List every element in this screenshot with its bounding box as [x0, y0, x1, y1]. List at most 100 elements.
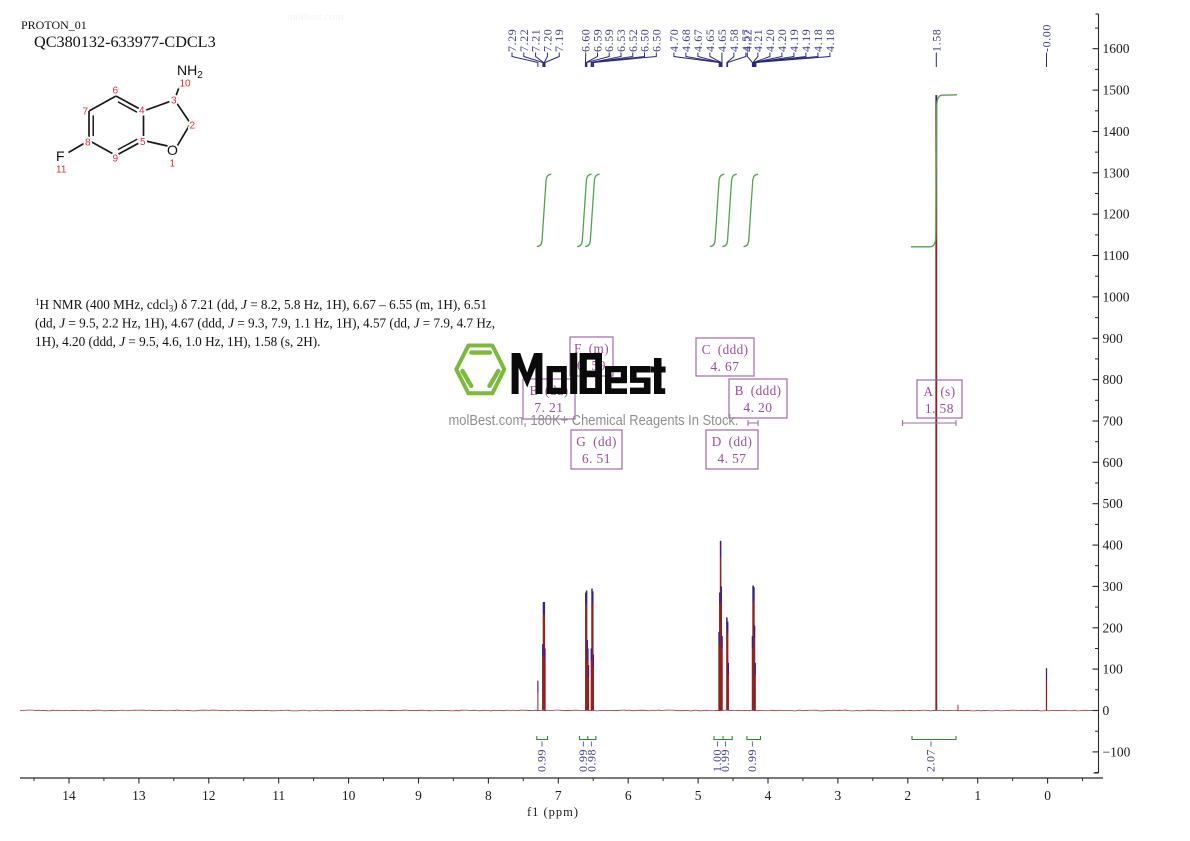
- svg-text:9: 9: [113, 154, 119, 165]
- svg-text:7: 7: [555, 788, 562, 803]
- svg-text:500: 500: [1103, 496, 1124, 511]
- svg-text:4.19: 4.19: [799, 29, 813, 52]
- svg-text:B (ddd): B (ddd): [735, 383, 782, 398]
- svg-text:1.00: 1.00: [710, 749, 724, 772]
- svg-text:molbest.com: molbest.com: [287, 11, 344, 23]
- svg-text:4.18: 4.18: [823, 29, 837, 52]
- svg-text:4.21: 4.21: [751, 29, 765, 52]
- svg-text:10: 10: [342, 788, 356, 803]
- svg-text:6.53: 6.53: [614, 29, 628, 52]
- svg-text:9: 9: [415, 788, 422, 803]
- svg-text:4.20: 4.20: [775, 29, 789, 52]
- svg-text:(dd, J = 9.5, 2.2 Hz, 1H), 4.6: (dd, J = 9.5, 2.2 Hz, 1H), 4.67 (ddd, J …: [35, 316, 495, 331]
- svg-text:1: 1: [170, 159, 176, 170]
- svg-text:2: 2: [904, 788, 911, 803]
- svg-text:1400: 1400: [1103, 124, 1130, 139]
- svg-text:QC380132-633977-CDCL3: QC380132-633977-CDCL3: [34, 33, 216, 51]
- svg-text:6.60: 6.60: [579, 29, 593, 52]
- svg-text:1.58: 1.58: [929, 29, 943, 52]
- svg-text:4.65: 4.65: [703, 29, 717, 52]
- svg-text:4.70: 4.70: [667, 29, 681, 52]
- svg-text:1H NMR (400 MHz, cdcl3) δ 7.21: 1H NMR (400 MHz, cdcl3) δ 7.21 (dd, J = …: [35, 297, 487, 314]
- svg-text:11: 11: [272, 788, 285, 803]
- svg-text:0.99: 0.99: [718, 749, 732, 772]
- svg-text:6.52: 6.52: [626, 29, 640, 52]
- svg-text:100: 100: [1103, 662, 1124, 677]
- svg-text:4. 20: 4. 20: [743, 400, 772, 415]
- svg-text:4.58: 4.58: [727, 29, 741, 52]
- svg-text:2.07: 2.07: [924, 749, 938, 772]
- svg-text:7: 7: [83, 107, 89, 118]
- svg-text:2: 2: [190, 121, 196, 132]
- svg-text:7.21: 7.21: [529, 29, 543, 52]
- svg-text:-0.00: -0.00: [1040, 24, 1054, 52]
- svg-text:1H), 4.20 (ddd, J = 9.5, 4.6,: 1H), 4.20 (ddd, J = 9.5, 4.6, 1.0 Hz, 1H…: [35, 334, 320, 349]
- svg-text:0: 0: [1044, 788, 1051, 803]
- svg-text:14: 14: [62, 788, 76, 803]
- svg-text:7.20: 7.20: [540, 29, 554, 52]
- svg-text:6: 6: [113, 86, 119, 97]
- svg-text:NH2: NH2: [177, 62, 203, 81]
- svg-text:C (ddd): C (ddd): [702, 342, 749, 357]
- svg-text:6. 51: 6. 51: [582, 451, 611, 466]
- svg-text:molBest.com, 180K+ Chemical Re: molBest.com, 180K+ Chemical Reagents In …: [449, 413, 739, 429]
- svg-text:700: 700: [1103, 414, 1124, 429]
- svg-text:800: 800: [1103, 372, 1124, 387]
- svg-text:G (dd): G (dd): [576, 434, 617, 449]
- svg-text:4. 67: 4. 67: [710, 359, 739, 374]
- svg-text:4.18: 4.18: [811, 29, 825, 52]
- svg-text:200: 200: [1103, 620, 1124, 635]
- svg-text:8: 8: [485, 788, 492, 803]
- svg-text:400: 400: [1103, 538, 1124, 553]
- svg-text:10: 10: [180, 79, 192, 90]
- svg-text:7. 21: 7. 21: [534, 400, 563, 415]
- svg-text:4.22: 4.22: [740, 29, 754, 52]
- svg-text:1000: 1000: [1103, 289, 1130, 304]
- svg-text:12: 12: [202, 788, 216, 803]
- svg-text:300: 300: [1103, 579, 1124, 594]
- svg-text:PROTON_01: PROTON_01: [21, 18, 87, 32]
- svg-text:4: 4: [139, 106, 145, 117]
- svg-text:7.29: 7.29: [505, 29, 519, 52]
- svg-text:7.22: 7.22: [517, 29, 531, 52]
- svg-text:5: 5: [140, 137, 146, 148]
- svg-text:4.65: 4.65: [715, 29, 729, 52]
- svg-text:−100: −100: [1103, 744, 1131, 759]
- svg-text:O: O: [167, 142, 178, 158]
- svg-text:1100: 1100: [1103, 248, 1130, 263]
- svg-text:D (dd): D (dd): [712, 434, 753, 449]
- svg-text:F: F: [56, 148, 65, 164]
- svg-text:4.19: 4.19: [787, 29, 801, 52]
- svg-text:0.99: 0.99: [576, 749, 590, 772]
- svg-text:4.68: 4.68: [679, 29, 693, 52]
- svg-text:1. 58: 1. 58: [925, 401, 954, 416]
- svg-text:4. 57: 4. 57: [717, 451, 746, 466]
- svg-text:0.99: 0.99: [535, 749, 549, 772]
- svg-text:A (s): A (s): [923, 384, 955, 399]
- svg-text:5: 5: [695, 788, 702, 803]
- svg-text:6.59: 6.59: [591, 29, 605, 52]
- svg-text:0.98: 0.98: [584, 749, 598, 772]
- svg-text:1300: 1300: [1103, 165, 1130, 180]
- svg-text:6: 6: [625, 788, 632, 803]
- svg-text:7.19: 7.19: [552, 29, 566, 52]
- svg-text:f1 (ppm): f1 (ppm): [527, 805, 579, 819]
- svg-text:4: 4: [765, 788, 772, 803]
- svg-text:0.99: 0.99: [745, 749, 759, 772]
- svg-text:600: 600: [1103, 455, 1124, 470]
- svg-text:6.50: 6.50: [638, 29, 652, 52]
- svg-text:3: 3: [835, 788, 842, 803]
- svg-text:900: 900: [1103, 331, 1124, 346]
- svg-text:3: 3: [171, 96, 177, 107]
- svg-text:1500: 1500: [1103, 83, 1130, 98]
- svg-text:11: 11: [56, 165, 67, 176]
- svg-text:6.59: 6.59: [602, 29, 616, 52]
- svg-text:8: 8: [85, 138, 91, 149]
- svg-text:1: 1: [974, 788, 981, 803]
- svg-text:4.57: 4.57: [739, 29, 753, 52]
- svg-text:6.50: 6.50: [649, 29, 663, 52]
- svg-text:13: 13: [132, 788, 146, 803]
- svg-text:F (m): F (m): [574, 341, 609, 356]
- svg-text:1200: 1200: [1103, 207, 1130, 222]
- svg-text:4.20: 4.20: [763, 29, 777, 52]
